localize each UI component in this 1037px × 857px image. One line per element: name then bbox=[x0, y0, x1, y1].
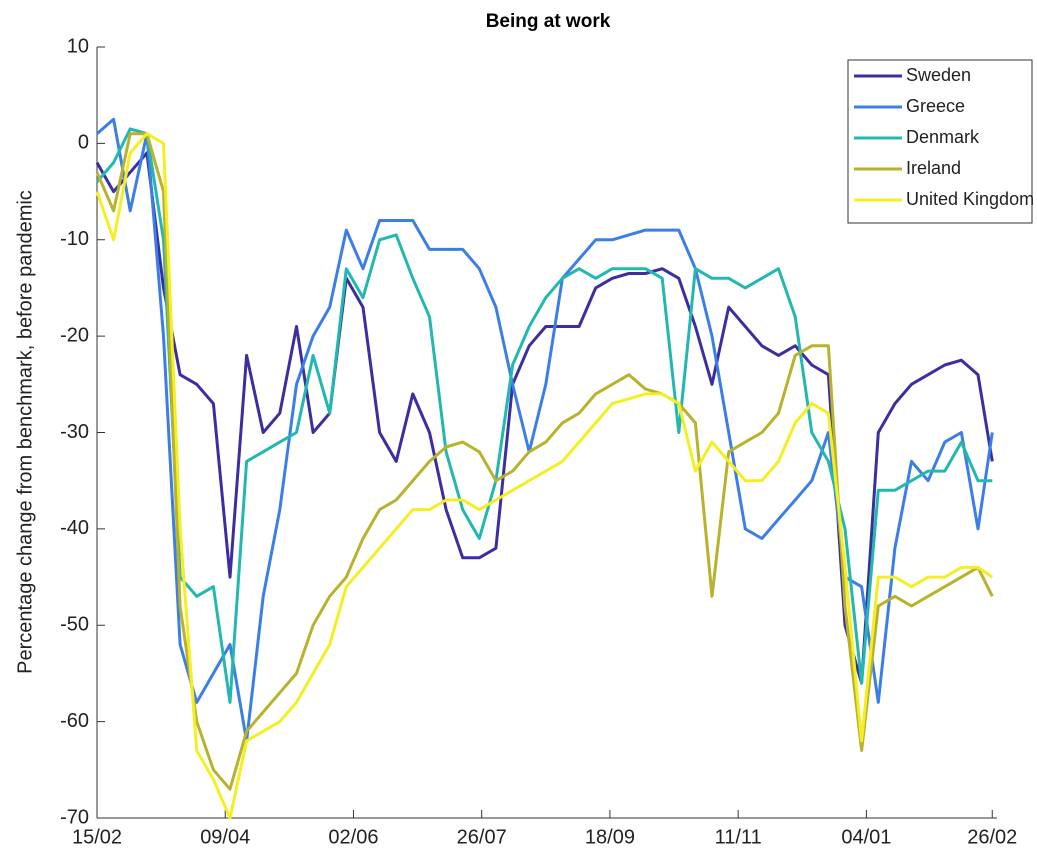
x-tick-label: 11/11 bbox=[715, 826, 762, 848]
y-tick-label: -10 bbox=[60, 228, 89, 250]
chart-title: Being at work bbox=[486, 11, 611, 32]
y-tick-label: -20 bbox=[60, 324, 89, 346]
y-tick-label: -40 bbox=[60, 517, 89, 539]
y-tick-label: 10 bbox=[67, 35, 89, 57]
y-tick-label: -50 bbox=[60, 614, 89, 636]
series-line bbox=[95, 127, 993, 704]
x-tick-label: 26/07 bbox=[457, 826, 507, 848]
x-tick-label: 02/06 bbox=[328, 826, 378, 848]
y-tick-label: -70 bbox=[60, 806, 89, 828]
legend-label: Greece bbox=[906, 96, 965, 116]
legend-label: Sweden bbox=[906, 65, 971, 85]
y-tick-label: -60 bbox=[60, 710, 89, 732]
legend-label: Ireland bbox=[906, 158, 961, 178]
series-line bbox=[95, 132, 994, 820]
series-line bbox=[95, 132, 994, 791]
y-tick-label: 0 bbox=[78, 132, 89, 154]
y-tick-label: -30 bbox=[60, 421, 89, 443]
x-tick-label: 26/02 bbox=[967, 826, 1017, 848]
legend-label: United Kingdom bbox=[906, 189, 1034, 209]
x-tick-label: 04/01 bbox=[841, 826, 891, 848]
series-line bbox=[95, 151, 994, 685]
x-tick-label: 09/04 bbox=[200, 826, 250, 848]
x-tick-label: 18/09 bbox=[585, 826, 635, 848]
y-axis-label: Percentage change from benchmark, before… bbox=[14, 190, 36, 674]
legend-label: Denmark bbox=[906, 127, 980, 147]
x-tick-label: 15/02 bbox=[72, 826, 122, 848]
legend-box bbox=[847, 59, 1033, 224]
